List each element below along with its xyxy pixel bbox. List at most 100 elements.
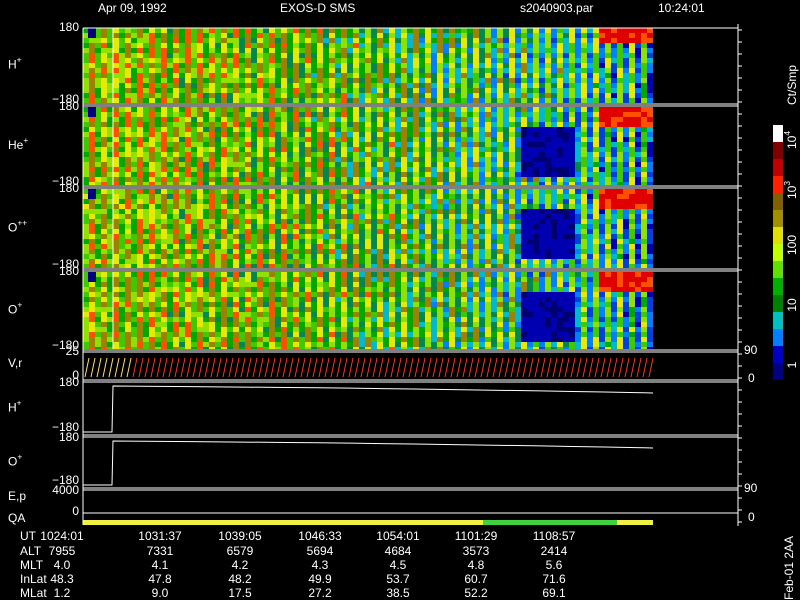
spectrogram-cell: [113, 73, 119, 78]
spectrogram-cell: [287, 234, 293, 239]
spectrogram-cell: [365, 83, 371, 88]
spectrogram-cell: [95, 182, 101, 185]
spectrogram-cell: [389, 167, 395, 172]
spectrogram-cell: [107, 322, 113, 327]
spectrogram-cell: [197, 132, 203, 137]
spectrogram-cell: [539, 58, 545, 63]
spectrogram-cell: [533, 63, 539, 68]
spectrogram-cell: [155, 297, 161, 302]
spectrogram-cell: [467, 189, 473, 194]
spectrogram-cell: [287, 33, 293, 38]
spectrogram-cell: [227, 254, 233, 259]
spectrogram-cell: [341, 199, 347, 204]
spectrogram-cell: [119, 287, 125, 292]
spectrogram-cell: [617, 147, 623, 152]
spectrogram-cell: [359, 48, 365, 53]
spectrogram-cell: [173, 292, 179, 297]
spectrogram-cell: [95, 33, 101, 38]
spectrogram-cell: [167, 137, 173, 142]
spectrogram-cell: [455, 112, 461, 117]
spectrogram-cell: [527, 157, 533, 162]
spectrogram-cell: [227, 239, 233, 244]
spectrogram-cell: [377, 127, 383, 132]
spectrogram-cell: [371, 199, 377, 204]
spectrogram-cell: [359, 182, 365, 185]
spectrogram-cell: [227, 157, 233, 162]
spectrogram-cell: [329, 38, 335, 43]
spectrogram-cell: [431, 152, 437, 157]
spectrogram-cell: [371, 182, 377, 185]
spectrogram-cell: [179, 194, 185, 199]
spectrogram-cell: [503, 244, 509, 249]
spectrogram-cell: [299, 137, 305, 142]
spectrogram-cell: [437, 162, 443, 167]
spectrogram-cell: [143, 199, 149, 204]
spectrogram-cell: [599, 132, 605, 137]
spectrogram-cell: [305, 83, 311, 88]
spectrogram-cell: [209, 264, 215, 268]
spectrogram-cell: [545, 199, 551, 204]
spectrogram-cell: [473, 112, 479, 117]
spectrogram-cell: [497, 234, 503, 239]
spectrogram-cell: [125, 78, 131, 83]
spectrogram-cell: [149, 199, 155, 204]
spectrogram-cell: [557, 107, 563, 112]
spectrogram-cell: [533, 107, 539, 112]
spectrogram-cell: [551, 48, 557, 53]
spectrogram-cell: [293, 147, 299, 152]
spectrogram-cell: [119, 142, 125, 147]
spectrogram-cell: [197, 157, 203, 162]
spectrogram-cell: [113, 249, 119, 254]
spectrogram-cell: [95, 68, 101, 73]
spectrogram-cell: [377, 177, 383, 182]
spectrogram-cell: [275, 229, 281, 234]
spectrogram-cell: [593, 122, 599, 127]
spectrogram-cell: [539, 78, 545, 83]
spectrogram-cell: [239, 259, 245, 264]
spectrogram: [83, 107, 653, 185]
spectrogram-cell: [437, 167, 443, 172]
spectrogram-cell: [293, 98, 299, 103]
spectrogram-cell: [557, 249, 563, 254]
spectrogram-cell: [521, 254, 527, 259]
spectrogram-cell: [191, 122, 197, 127]
spectrogram-cell: [557, 88, 563, 93]
spectrogram-cell: [455, 132, 461, 137]
spectrogram-cell: [389, 122, 395, 127]
spectrogram-cell: [641, 68, 647, 73]
spectrogram-cell: [497, 229, 503, 234]
spectrogram-cell: [629, 162, 635, 167]
spectrogram-cell: [509, 63, 515, 68]
spectrogram-cell: [449, 167, 455, 172]
spectrogram-cell: [137, 162, 143, 167]
spectrogram-cell: [167, 204, 173, 209]
spectrogram-cell: [191, 199, 197, 204]
spectrogram-cell: [647, 48, 653, 53]
spectrogram-cell: [245, 292, 251, 297]
spectrogram-cell: [359, 117, 365, 122]
spectrogram-cell: [431, 244, 437, 249]
spectrogram-cell: [323, 132, 329, 137]
spectrogram-cell: [581, 58, 587, 63]
spectrogram-cell: [239, 322, 245, 327]
spectrogram-cell: [209, 147, 215, 152]
spectrogram-cell: [257, 78, 263, 83]
spectrogram-cell: [605, 147, 611, 152]
spectrogram-cell: [119, 312, 125, 317]
spectrogram-cell: [593, 73, 599, 78]
spectrogram-cell: [365, 182, 371, 185]
spectrogram-cell: [557, 73, 563, 78]
spectrogram-cell: [413, 68, 419, 73]
spectrogram-cell: [191, 244, 197, 249]
spectrogram-cell: [569, 73, 575, 78]
spectrogram-cell: [125, 53, 131, 58]
spectrogram-cell: [635, 177, 641, 182]
spectrogram-cell: [479, 43, 485, 48]
spectrogram-cell: [599, 209, 605, 214]
spectrogram-cell: [587, 214, 593, 219]
spectrogram-cell: [257, 58, 263, 63]
spectrogram-cell: [437, 172, 443, 177]
spectrogram-cell: [173, 214, 179, 219]
spectrogram-cell: [437, 147, 443, 152]
spectrogram-cell: [587, 93, 593, 98]
